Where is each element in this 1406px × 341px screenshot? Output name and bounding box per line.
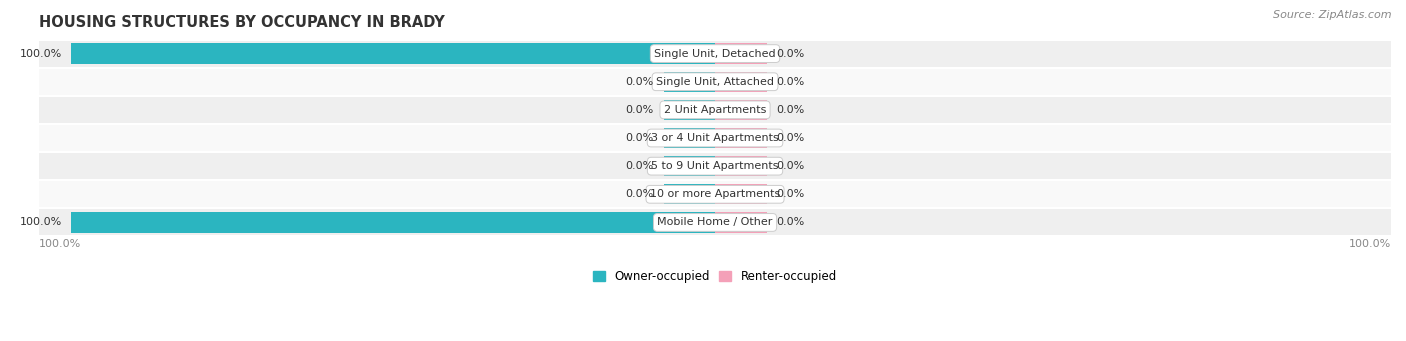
Bar xyxy=(39,41,1391,66)
Bar xyxy=(664,156,716,176)
Text: 0.0%: 0.0% xyxy=(626,105,654,115)
Text: 100.0%: 100.0% xyxy=(20,218,62,227)
Bar xyxy=(664,128,716,148)
Text: 0.0%: 0.0% xyxy=(776,48,804,59)
Text: 5 to 9 Unit Apartments: 5 to 9 Unit Apartments xyxy=(651,161,779,171)
Bar xyxy=(664,72,716,92)
Bar xyxy=(716,184,766,205)
Text: 100.0%: 100.0% xyxy=(20,48,62,59)
Bar xyxy=(72,43,716,64)
Bar xyxy=(39,153,1391,179)
Text: 0.0%: 0.0% xyxy=(776,105,804,115)
Text: Single Unit, Detached: Single Unit, Detached xyxy=(654,48,776,59)
Bar xyxy=(39,97,1391,123)
Text: 0.0%: 0.0% xyxy=(626,189,654,199)
Text: 0.0%: 0.0% xyxy=(776,218,804,227)
Bar xyxy=(716,72,766,92)
Text: 0.0%: 0.0% xyxy=(776,77,804,87)
Bar xyxy=(39,181,1391,207)
Text: HOUSING STRUCTURES BY OCCUPANCY IN BRADY: HOUSING STRUCTURES BY OCCUPANCY IN BRADY xyxy=(39,15,444,30)
Text: 3 or 4 Unit Apartments: 3 or 4 Unit Apartments xyxy=(651,133,779,143)
Text: 0.0%: 0.0% xyxy=(776,189,804,199)
Text: 0.0%: 0.0% xyxy=(626,161,654,171)
Bar xyxy=(39,69,1391,95)
Bar xyxy=(716,156,766,176)
Bar xyxy=(664,184,716,205)
Text: Single Unit, Attached: Single Unit, Attached xyxy=(657,77,775,87)
Text: Source: ZipAtlas.com: Source: ZipAtlas.com xyxy=(1274,10,1392,20)
Text: 0.0%: 0.0% xyxy=(626,133,654,143)
Text: 100.0%: 100.0% xyxy=(1348,239,1391,249)
Bar xyxy=(39,209,1391,235)
Bar xyxy=(39,125,1391,151)
Bar xyxy=(716,128,766,148)
Legend: Owner-occupied, Renter-occupied: Owner-occupied, Renter-occupied xyxy=(589,266,842,288)
Bar xyxy=(716,43,766,64)
Text: 0.0%: 0.0% xyxy=(776,161,804,171)
Text: 0.0%: 0.0% xyxy=(626,77,654,87)
Text: 10 or more Apartments: 10 or more Apartments xyxy=(650,189,780,199)
Bar xyxy=(716,212,766,233)
Bar xyxy=(664,100,716,120)
Bar xyxy=(72,212,716,233)
Text: 2 Unit Apartments: 2 Unit Apartments xyxy=(664,105,766,115)
Text: 0.0%: 0.0% xyxy=(776,133,804,143)
Bar xyxy=(716,100,766,120)
Text: Mobile Home / Other: Mobile Home / Other xyxy=(658,218,773,227)
Text: 100.0%: 100.0% xyxy=(39,239,82,249)
